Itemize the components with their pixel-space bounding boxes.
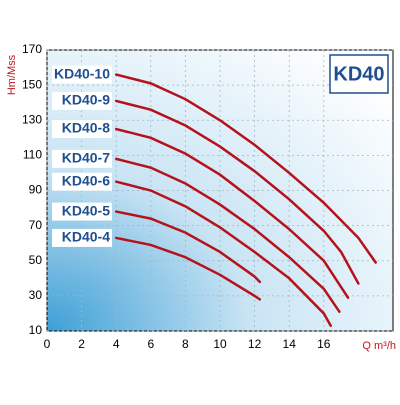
curve-label-bg (52, 91, 112, 110)
curve-label: KD40-4 (62, 229, 110, 245)
y-axis-label: Hm/Mss (6, 54, 18, 95)
curve-label: KD40-8 (62, 120, 110, 136)
curve-label-bg (52, 65, 112, 84)
y-tick-label: 50 (29, 253, 43, 267)
curve (114, 157, 341, 313)
curve-label: KD40-7 (62, 150, 110, 166)
curve (114, 180, 332, 327)
y-tick-label: 150 (22, 77, 42, 91)
x-tick-label: 16 (317, 337, 331, 351)
curve (114, 127, 350, 299)
y-tick-label: 170 (22, 42, 42, 56)
x-tick-label: 2 (78, 337, 85, 351)
curve-label: KD40-5 (62, 202, 110, 218)
x-tick-label: 0 (44, 337, 51, 351)
y-tick-label: 70 (29, 218, 43, 232)
y-tick-label: 130 (22, 112, 42, 126)
curve-label-bg (52, 149, 112, 168)
y-tick-label: 10 (29, 323, 43, 337)
curve-label-bg (52, 228, 112, 247)
curve-label: KD40-6 (62, 172, 110, 188)
x-tick-label: 8 (182, 337, 189, 351)
curve (114, 99, 360, 285)
curve-label-bg (52, 120, 112, 139)
y-tick-label: 110 (23, 148, 42, 162)
curve-label: KD40-9 (62, 92, 110, 108)
curve (114, 73, 377, 264)
title-box (329, 54, 389, 94)
x-tick-label: 14 (283, 337, 297, 351)
x-tick-label: 10 (213, 337, 227, 351)
x-tick-label: 6 (147, 337, 154, 351)
x-axis-label: Q m³/h (362, 340, 396, 352)
chart-title: KD40 (333, 63, 384, 85)
curve (114, 210, 262, 284)
curve-label-bg (52, 202, 112, 221)
curve-label: KD40-10 (54, 65, 110, 81)
curve-label-bg (52, 172, 112, 191)
y-tick-label: 90 (29, 183, 43, 197)
curve (114, 236, 262, 301)
x-tick-label: 12 (248, 337, 262, 351)
y-tick-label: 30 (29, 288, 43, 302)
x-tick-label: 4 (113, 337, 120, 351)
lines: KD40-10 KD40-9 KD40-8 KD40-7 KD40-6 KD40-5 KD4… (52, 65, 377, 327)
